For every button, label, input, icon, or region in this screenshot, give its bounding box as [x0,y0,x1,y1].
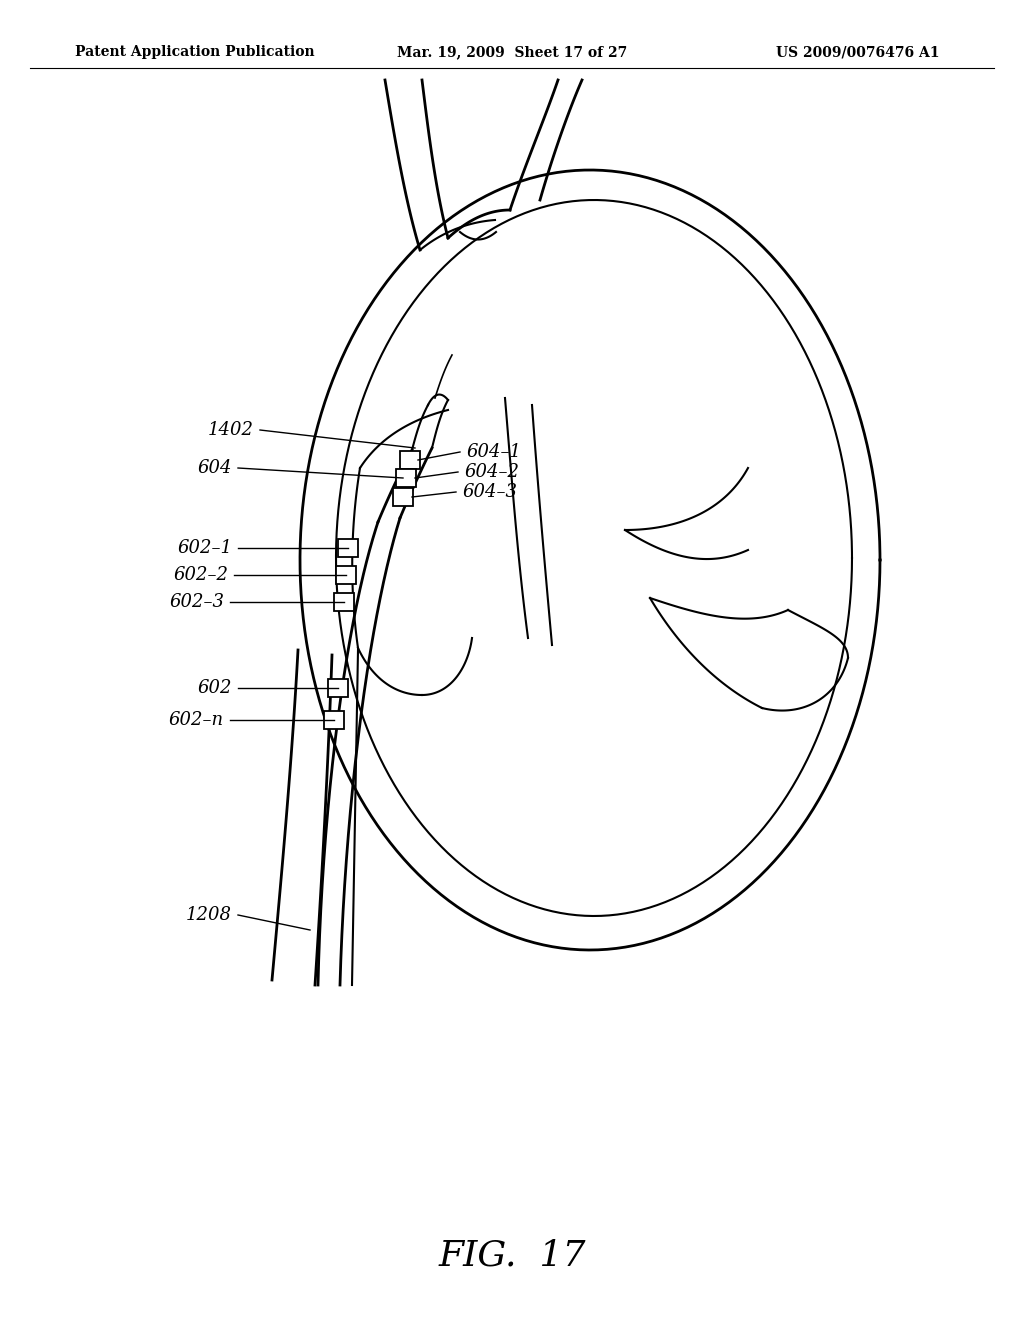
Text: 602–1: 602–1 [177,539,232,557]
Text: Mar. 19, 2009  Sheet 17 of 27: Mar. 19, 2009 Sheet 17 of 27 [397,45,627,59]
Text: 604–3: 604–3 [462,483,517,502]
Text: Patent Application Publication: Patent Application Publication [75,45,314,59]
Bar [400,451,420,469]
Text: 604–1: 604–1 [466,444,521,461]
Bar [396,469,416,487]
Bar [338,539,358,557]
Bar [334,593,354,611]
Text: 604: 604 [198,459,232,477]
Text: 602: 602 [198,678,232,697]
Text: FIG.  17: FIG. 17 [438,1238,586,1272]
Text: 604–2: 604–2 [464,463,519,480]
Bar [336,566,356,583]
Text: 602–n: 602–n [169,711,224,729]
Bar [328,678,348,697]
Text: 602–3: 602–3 [169,593,224,611]
Text: US 2009/0076476 A1: US 2009/0076476 A1 [776,45,940,59]
Text: 1402: 1402 [208,421,254,440]
Text: 1208: 1208 [186,906,232,924]
Text: 602–2: 602–2 [173,566,228,583]
Bar [324,711,344,729]
Bar [393,488,413,506]
